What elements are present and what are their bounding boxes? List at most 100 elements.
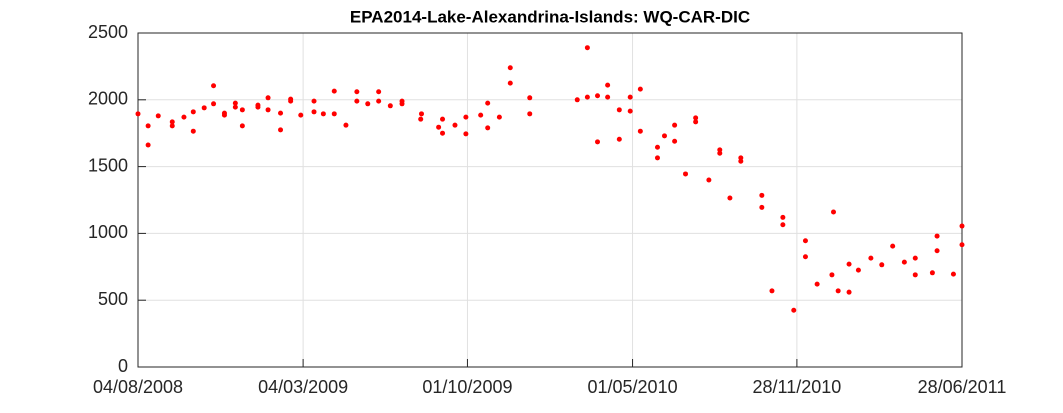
point: [683, 171, 689, 177]
x-tick-label: 04/03/2009: [258, 377, 348, 397]
point: [738, 158, 744, 164]
point: [145, 142, 151, 148]
point: [255, 104, 261, 110]
point: [265, 107, 271, 113]
point: [440, 130, 446, 136]
point: [759, 204, 765, 210]
point: [181, 114, 187, 120]
point: [759, 192, 765, 198]
point: [829, 272, 835, 278]
y-tick-label: 2000: [88, 89, 128, 109]
point: [507, 80, 513, 86]
point: [791, 307, 797, 313]
y-tick-label: 2500: [88, 22, 128, 42]
point: [135, 111, 141, 117]
point: [239, 107, 245, 113]
point: [331, 88, 337, 94]
point: [637, 128, 643, 134]
point: [846, 289, 852, 295]
x-tick-label: 28/06/2011: [918, 377, 1007, 397]
point: [802, 238, 808, 244]
point: [169, 119, 175, 125]
point: [507, 65, 513, 71]
point: [201, 105, 207, 111]
point: [387, 103, 393, 109]
x-tick-label: 01/10/2009: [422, 377, 512, 397]
point: [637, 86, 643, 92]
point: [496, 114, 502, 120]
point: [232, 104, 238, 110]
point: [399, 101, 405, 107]
point: [169, 123, 175, 129]
point: [278, 127, 284, 133]
point: [672, 122, 678, 128]
point: [320, 111, 326, 117]
point: [221, 112, 227, 118]
point: [527, 95, 533, 101]
point: [527, 111, 533, 117]
point: [485, 100, 491, 106]
point: [190, 128, 196, 134]
point: [485, 125, 491, 131]
point: [211, 101, 217, 107]
point: [769, 288, 775, 294]
y-tick-label: 500: [98, 289, 128, 309]
point: [855, 267, 861, 273]
point: [463, 131, 469, 137]
point: [959, 242, 965, 248]
point: [232, 100, 238, 106]
point: [959, 223, 965, 229]
point: [288, 98, 294, 104]
point: [835, 288, 841, 294]
point: [278, 110, 284, 116]
point: [654, 144, 660, 150]
point: [616, 107, 622, 113]
point: [616, 136, 622, 142]
point: [354, 98, 360, 104]
point: [365, 101, 371, 107]
point: [934, 233, 940, 239]
point: [780, 214, 786, 220]
point: [912, 272, 918, 278]
point: [440, 116, 446, 122]
y-tick-label: 1000: [88, 222, 128, 242]
point: [654, 155, 660, 161]
point: [311, 98, 317, 104]
point: [463, 114, 469, 120]
point: [846, 261, 852, 267]
point: [331, 111, 337, 117]
point: [436, 124, 442, 130]
point: [693, 115, 699, 121]
point: [717, 150, 723, 156]
point: [890, 243, 896, 249]
point: [478, 112, 484, 118]
point: [452, 122, 458, 128]
point: [901, 259, 907, 265]
point: [298, 112, 304, 118]
point: [802, 254, 808, 260]
point: [627, 108, 633, 114]
point: [265, 95, 271, 101]
point: [693, 119, 699, 125]
plot-frame: [137, 32, 963, 368]
point: [868, 255, 874, 261]
point: [145, 123, 151, 129]
x-tick-label: 28/11/2010: [753, 377, 842, 397]
point: [912, 255, 918, 261]
point: [706, 177, 712, 183]
point: [595, 139, 601, 145]
x-tick-label: 04/08/2008: [93, 377, 183, 397]
point: [155, 113, 161, 119]
point: [950, 271, 956, 277]
y-tick-label: 0: [118, 356, 128, 376]
point: [605, 82, 611, 88]
point: [418, 116, 424, 122]
point: [830, 209, 836, 215]
point: [239, 123, 245, 129]
x-tick-label: 01/05/2010: [588, 377, 678, 397]
y-tick-label: 1500: [88, 155, 128, 175]
point: [814, 281, 820, 287]
point: [661, 133, 667, 139]
